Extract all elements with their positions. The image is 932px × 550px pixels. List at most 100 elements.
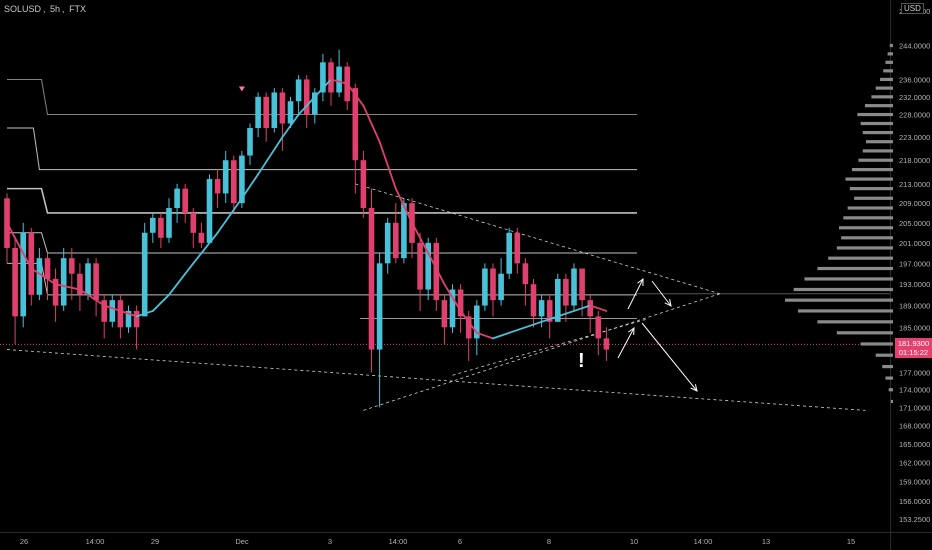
price-tick: 232.0000	[899, 93, 930, 102]
moving-average-segment	[313, 78, 332, 98]
moving-average-segment	[589, 304, 608, 312]
symbol-name: SOLUSD	[4, 4, 42, 14]
moving-average-segment	[556, 310, 575, 318]
volume-profile-bar	[880, 77, 893, 82]
price-axis[interactable]: 153.2500 156.0000 159.0000 162.0000 165.0000…	[899, 7, 930, 524]
moving-average-segment	[475, 331, 494, 340]
moving-average-segment	[135, 310, 154, 318]
candle-down	[579, 268, 585, 301]
candle-up	[555, 278, 561, 322]
candle-down	[360, 160, 367, 209]
candle-down	[490, 268, 496, 301]
moving-average-segment	[427, 252, 446, 286]
candle-down	[393, 222, 399, 259]
candle-down	[603, 338, 610, 350]
moving-average-segment	[216, 197, 243, 234]
header-separator-1: ,	[43, 4, 49, 14]
moving-average-segment	[192, 231, 219, 265]
moving-average-segment	[378, 140, 397, 190]
volume-profile-bar	[862, 130, 893, 135]
volume-profile-bar	[883, 69, 893, 73]
volume-profile-bar	[871, 95, 893, 99]
volume-profile-bar	[843, 216, 893, 220]
candle-down	[328, 62, 334, 93]
candle-up	[255, 96, 261, 129]
candle-down	[12, 247, 18, 317]
volume-profile-bar	[860, 121, 893, 126]
price-tick: 205.0000	[899, 219, 930, 228]
volume-profile-bar	[839, 226, 893, 230]
volume-profile-bar	[854, 196, 893, 200]
moving-average-segment	[508, 326, 527, 334]
candle-up	[206, 179, 213, 243]
volume-profile-bar	[804, 277, 893, 281]
candle-down	[522, 263, 529, 285]
candle-down	[514, 232, 521, 264]
moving-average-segment	[168, 262, 195, 296]
candle-down	[563, 278, 569, 306]
candle-down	[69, 258, 75, 274]
candle-down	[117, 300, 124, 328]
symbol-header[interactable]: SOLUSD, 5h, FTX	[4, 4, 88, 14]
candle-down	[158, 217, 164, 238]
trendlines	[6, 183, 866, 411]
bar-countdown: 01:15:22	[898, 348, 929, 357]
price-tick: 189.0000	[899, 302, 930, 311]
candle-up	[247, 128, 253, 156]
candle-down	[546, 300, 553, 322]
time-tick: 13	[762, 537, 770, 546]
candle-up	[141, 232, 148, 317]
candle-down	[457, 289, 464, 317]
price-tick: 174.0000	[899, 386, 930, 395]
candle-up	[20, 232, 26, 317]
trendline	[6, 349, 866, 411]
moving-average-segment	[524, 320, 543, 329]
signal-marker	[238, 86, 245, 92]
projection-arrowhead	[628, 326, 635, 336]
currency-button[interactable]: USD	[901, 3, 924, 14]
price-tick: 165.0000	[899, 440, 930, 449]
candle-down	[368, 208, 375, 350]
moving-average-segment	[443, 283, 462, 312]
price-tick: 236.0000	[899, 75, 930, 84]
moving-average-segment	[6, 221, 33, 270]
candle-down	[231, 160, 237, 204]
moving-average-segment	[151, 293, 170, 312]
candle-down	[263, 96, 269, 129]
price-tick: 228.0000	[899, 111, 930, 120]
time-tick: 29	[151, 537, 159, 546]
candle-up	[449, 289, 456, 328]
moving-average-segment	[394, 187, 413, 224]
volume-profile-bar	[858, 158, 893, 162]
time-tick: 14:00	[694, 537, 713, 546]
moving-average-segment	[119, 310, 138, 318]
price-tick: 177.0000	[899, 368, 930, 377]
time-axis[interactable]: 26 14:00 29 Dec 3 14:00 6 8 10 14:00 13 15	[20, 537, 855, 546]
interval-label: 5h	[50, 4, 61, 14]
volume-profile-bar	[866, 140, 893, 144]
candle-down	[52, 278, 59, 306]
price-tick: 197.0000	[899, 259, 930, 268]
price-tick: 162.0000	[899, 458, 930, 467]
header-separator-2: ,	[62, 4, 68, 14]
volume-profile-bar	[836, 331, 893, 335]
candle-down	[101, 300, 107, 322]
moving-average-segment	[411, 221, 430, 254]
candles	[4, 49, 610, 408]
volume-profile-bar	[851, 167, 893, 172]
candle-down	[198, 232, 205, 243]
price-tick: 201.0000	[899, 239, 930, 248]
volume-profile	[785, 43, 893, 404]
projection-arrowhead	[664, 299, 672, 307]
price-tick: 218.0000	[899, 156, 930, 165]
volume-profile-bar	[885, 60, 893, 64]
volume-profile-bar	[847, 206, 893, 210]
candle-down	[352, 88, 359, 161]
moving-average-segment	[330, 78, 349, 85]
volume-profile-bar	[828, 256, 893, 260]
volume-profile-bar	[817, 266, 893, 271]
moving-average-segment	[79, 288, 106, 307]
time-tick: 15	[847, 537, 855, 546]
candle-up	[384, 222, 391, 264]
